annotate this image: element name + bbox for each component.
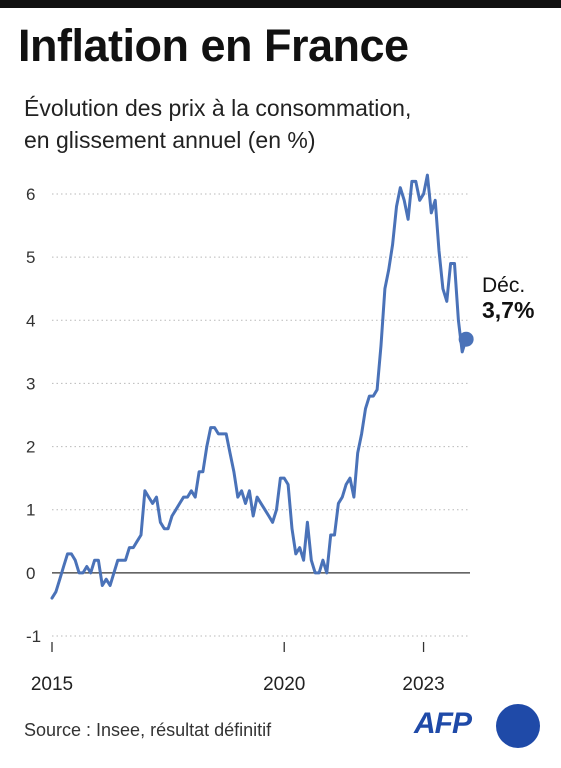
y-tick-label: 5 [26, 248, 35, 267]
x-tick-label: 2020 [263, 674, 305, 695]
y-tick-label: 2 [26, 438, 35, 457]
afp-logo-text: AFP [414, 707, 472, 740]
y-tick-label: 3 [26, 374, 35, 393]
annotation-month-label: Déc. [482, 274, 525, 297]
source-note: Source : Insee, résultat définitif [24, 720, 272, 740]
y-tick-label: 0 [26, 564, 35, 583]
line-chart: 6 5 4 3 2 1 0 -1 2015 2020 2023 Déc.3,7% [26, 173, 534, 695]
annotation-value-label: 3,7% [482, 297, 534, 323]
y-tick-label: 6 [26, 185, 35, 204]
chart-title: Inflation en France [18, 20, 409, 71]
subtitle-line-1: Évolution des prix à la consommation, [24, 95, 412, 121]
last-value-dot [458, 331, 474, 347]
y-tick-label: 4 [26, 311, 35, 330]
inflation-series-line [50, 173, 468, 600]
y-tick-label: -1 [26, 627, 41, 646]
y-tick-label: 1 [26, 501, 35, 520]
chart-subtitle: Évolution des prix à la consommation, en… [24, 92, 544, 156]
subtitle-line-2: en glissement annuel (en %) [24, 127, 316, 153]
x-tick-label: 2023 [402, 674, 444, 695]
top-bar [0, 0, 561, 8]
x-tick-label: 2015 [31, 674, 73, 695]
afp-logo: AFP [412, 704, 542, 748]
afp-logo-dot [496, 704, 540, 748]
